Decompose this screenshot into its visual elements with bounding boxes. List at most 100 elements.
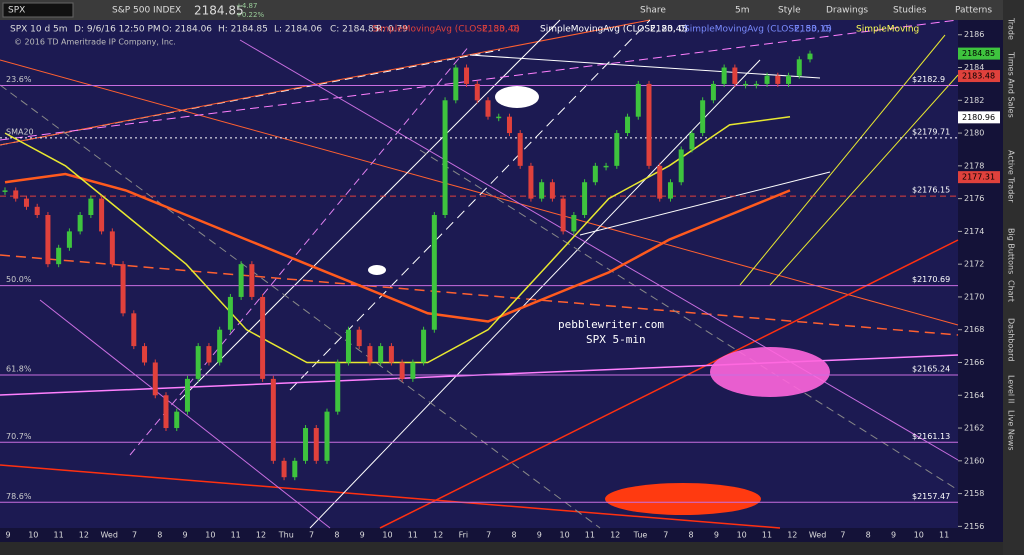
toolbar-button[interactable]: 5m — [735, 6, 750, 16]
candle — [646, 83, 652, 166]
candle — [399, 362, 405, 379]
candle — [764, 75, 770, 84]
sidebar-tab[interactable]: Chart — [1007, 280, 1016, 302]
candle — [345, 329, 351, 363]
copyright: © 2016 TD Ameritrade IP Company, Inc. — [14, 38, 176, 47]
toolbar — [0, 0, 1003, 20]
toolbar-button[interactable]: Drawings — [826, 6, 868, 16]
candle — [324, 411, 330, 461]
trendline — [379, 239, 959, 529]
x-tick-label: 10 — [560, 531, 570, 540]
sidebar-tab[interactable]: Times And Sales — [1007, 51, 1016, 118]
level-name: 70.7% — [6, 432, 32, 441]
x-tick-label: 8 — [511, 531, 516, 540]
change-pct: +0.22% — [236, 11, 264, 19]
sidebar-tab[interactable]: Level II — [1007, 375, 1016, 403]
candle — [549, 182, 555, 199]
candle — [367, 346, 373, 363]
sidebar-tab[interactable]: Dashboard — [1007, 318, 1016, 361]
y-tick-label: 2162 — [964, 424, 984, 433]
x-tick-label: 11 — [585, 531, 595, 540]
ohlc-low: L: 2184.06 — [274, 25, 322, 35]
trendline — [129, 44, 471, 456]
sidebar-tab[interactable]: Active Trader — [1007, 150, 1016, 203]
x-tick-label: 9 — [537, 531, 542, 540]
x-tick-label: 10 — [737, 531, 747, 540]
marker — [495, 86, 539, 108]
x-tick-label: 12 — [787, 531, 797, 540]
candle — [689, 133, 695, 150]
y-tick-label: 2174 — [964, 227, 984, 236]
candle — [335, 362, 341, 412]
toolbar-button[interactable]: Share — [640, 6, 666, 16]
sidebar-tab[interactable]: Live News — [1007, 410, 1016, 451]
scrollbar[interactable] — [0, 542, 1003, 555]
candle — [431, 215, 437, 330]
x-tick-label: 11 — [231, 531, 241, 540]
x-tick-label: 8 — [157, 531, 162, 540]
trendline — [0, 464, 781, 529]
candle — [2, 190, 8, 192]
candle — [142, 346, 148, 363]
ohlc-range: R: 0.79 — [376, 25, 408, 35]
trendline — [739, 34, 946, 286]
trendline — [0, 19, 651, 146]
y-tick-label: 2168 — [964, 325, 984, 334]
candle — [120, 264, 126, 314]
y-tick-label: 2166 — [964, 358, 984, 367]
target-zone — [710, 347, 830, 397]
study-value: 2183.48 — [482, 25, 519, 35]
trendline — [0, 59, 959, 326]
candle — [410, 362, 416, 379]
watermark: SPX 5-min — [586, 333, 646, 346]
toolbar-button[interactable]: Patterns — [955, 6, 992, 16]
candle — [292, 460, 298, 478]
trendline — [289, 19, 651, 391]
level-name: SMA20 — [6, 127, 34, 136]
level-name: 78.6% — [6, 492, 32, 501]
x-tick-label: 9 — [714, 531, 719, 540]
price-tag — [958, 47, 1000, 60]
trendline — [769, 74, 959, 286]
x-tick-label: 10 — [914, 531, 924, 540]
trendline — [39, 299, 331, 529]
candle — [474, 83, 480, 101]
y-tick-label: 2160 — [964, 456, 984, 465]
symbol[interactable]: SPX — [8, 6, 25, 16]
candle — [496, 116, 502, 119]
symbol-input[interactable] — [2, 2, 74, 18]
candle — [539, 182, 545, 199]
x-tick-label: 10 — [382, 531, 392, 540]
candle — [560, 198, 566, 232]
sidebar-tab[interactable]: Trade — [1007, 17, 1016, 40]
candle — [227, 296, 233, 330]
y-tick-label: 2180 — [964, 129, 984, 138]
level-name: 61.8% — [6, 364, 32, 373]
level-name: 23.6% — [6, 75, 32, 84]
x-tick-label: Fri — [459, 531, 469, 540]
candle — [66, 231, 72, 248]
sidebar-tab[interactable]: Big Buttons — [1007, 228, 1016, 274]
marker — [368, 265, 386, 275]
candle — [786, 75, 792, 84]
ohlc-date: D: 9/6/16 12:50 PM — [74, 25, 161, 35]
candle — [238, 264, 244, 297]
x-tick-label: Wed — [809, 531, 826, 540]
y-tick-label: 2156 — [964, 522, 984, 531]
toolbar-button[interactable]: Style — [778, 6, 801, 16]
x-tick-label: 12 — [433, 531, 443, 540]
candle — [131, 313, 137, 347]
toolbar-button[interactable]: Studies — [893, 6, 927, 16]
y-tick-label: 2178 — [964, 161, 984, 170]
x-tick-label: 7 — [840, 531, 845, 540]
candle — [710, 83, 716, 101]
level-label: $2165.24 — [912, 364, 950, 373]
candle — [614, 133, 620, 166]
candle — [667, 182, 673, 199]
candle — [152, 362, 158, 396]
level-label: $2176.15 — [912, 186, 950, 195]
x-tick-label: 9 — [360, 531, 365, 540]
trendline — [179, 19, 561, 401]
chart-title: SPX 10 d 5m — [10, 25, 68, 35]
level-label: $2179.71 — [912, 127, 950, 136]
